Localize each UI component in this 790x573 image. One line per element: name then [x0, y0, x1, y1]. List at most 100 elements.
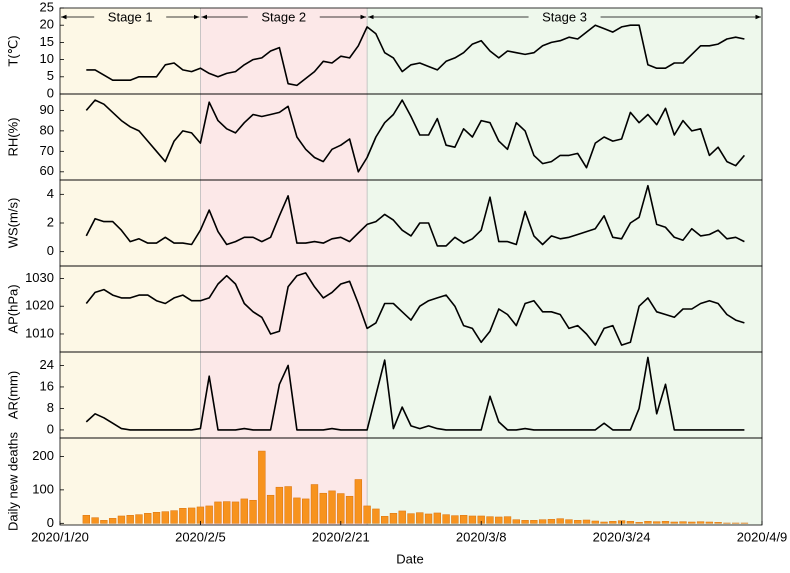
y-axis-label: WS(m/s) — [5, 198, 20, 249]
x-tick-label: 2020/1/20 — [31, 529, 89, 544]
bar — [364, 506, 371, 523]
y-tick-label: 1010 — [25, 325, 54, 340]
y-tick-label: 90 — [40, 102, 54, 117]
bar — [645, 521, 652, 523]
y-tick-label: 200 — [32, 448, 54, 463]
bar — [250, 500, 257, 523]
bar — [539, 520, 546, 524]
x-tick-label: 2020/2/21 — [312, 529, 370, 544]
y-tick-label: 20 — [40, 17, 54, 32]
y-axis-label: AP(hPa) — [5, 284, 20, 333]
bar — [267, 495, 274, 523]
stage-label: Stage 2 — [261, 9, 306, 24]
bar — [337, 494, 344, 524]
y-tick-label: 100 — [32, 481, 54, 496]
bar — [294, 498, 301, 523]
y-tick-label: 25 — [40, 0, 54, 14]
bar — [715, 522, 722, 523]
bar — [311, 485, 318, 524]
y-axis-label: AR(mm) — [5, 371, 20, 419]
bar — [434, 513, 441, 523]
bar — [451, 516, 458, 524]
y-tick-label: 70 — [40, 143, 54, 158]
x-axis-label: Date — [396, 551, 423, 566]
y-tick-label: 80 — [40, 122, 54, 137]
bar — [460, 515, 467, 523]
x-tick-label: 2020/4/9 — [737, 529, 788, 544]
bar — [697, 522, 704, 524]
y-tick-label: 0 — [47, 421, 54, 436]
y-axis-label: RH(%) — [5, 118, 20, 157]
bar — [381, 516, 388, 523]
x-tick-label: 2020/3/8 — [456, 529, 507, 544]
bar — [443, 515, 450, 524]
bar — [548, 519, 555, 523]
x-tick-label: 2020/2/5 — [175, 529, 226, 544]
bar — [513, 520, 520, 524]
bar — [285, 487, 292, 524]
y-tick-label: 24 — [40, 357, 54, 372]
bar — [592, 521, 599, 523]
stage-region — [200, 8, 367, 525]
bar — [688, 522, 695, 523]
y-tick-label: 15 — [40, 34, 54, 49]
bar — [329, 491, 336, 523]
bar — [162, 512, 169, 524]
y-tick-label: 0 — [47, 85, 54, 100]
bar — [144, 513, 151, 523]
bar — [241, 499, 248, 523]
bar — [627, 521, 634, 523]
bar — [609, 521, 616, 523]
bar — [320, 493, 327, 523]
bar — [487, 517, 494, 524]
bar — [671, 522, 678, 523]
bar — [127, 515, 134, 523]
y-tick-label: 60 — [40, 163, 54, 178]
bar — [92, 518, 99, 524]
y-tick-label: 16 — [40, 378, 54, 393]
y-tick-label: 1020 — [25, 298, 54, 313]
bar — [583, 520, 590, 523]
y-tick-label: 1030 — [25, 270, 54, 285]
bar — [179, 508, 186, 523]
bar — [557, 519, 564, 524]
bar — [100, 520, 107, 523]
bar — [372, 509, 379, 523]
bar — [425, 514, 432, 523]
bar — [408, 514, 415, 524]
bar — [346, 496, 353, 523]
bar — [469, 516, 476, 523]
bar — [662, 521, 669, 523]
stage-label: Stage 3 — [542, 9, 587, 24]
bar — [574, 520, 581, 523]
bar — [188, 508, 195, 523]
bar — [153, 512, 160, 523]
bar — [83, 515, 90, 523]
bar — [522, 520, 529, 523]
bar — [223, 502, 230, 524]
x-tick-label: 2020/3/24 — [593, 529, 651, 544]
bar — [276, 487, 283, 523]
bar — [530, 520, 537, 523]
bar — [206, 506, 213, 523]
bar — [680, 522, 687, 524]
bar — [302, 499, 309, 523]
bar — [416, 513, 423, 524]
stage-region — [367, 8, 762, 525]
y-tick-label: 0 — [47, 243, 54, 258]
bar — [504, 517, 511, 524]
bar — [399, 511, 406, 523]
y-tick-label: 10 — [40, 51, 54, 66]
y-axis-label: Daily new deaths — [5, 432, 20, 531]
stage-label: Stage 1 — [108, 9, 153, 24]
stage-region — [60, 8, 200, 525]
y-tick-label: 8 — [47, 400, 54, 415]
bar — [171, 511, 178, 524]
bar — [355, 479, 362, 523]
bar — [232, 502, 239, 523]
y-tick-label: 0 — [47, 515, 54, 530]
bar — [197, 507, 204, 523]
bar — [601, 522, 608, 523]
bar — [653, 522, 660, 524]
